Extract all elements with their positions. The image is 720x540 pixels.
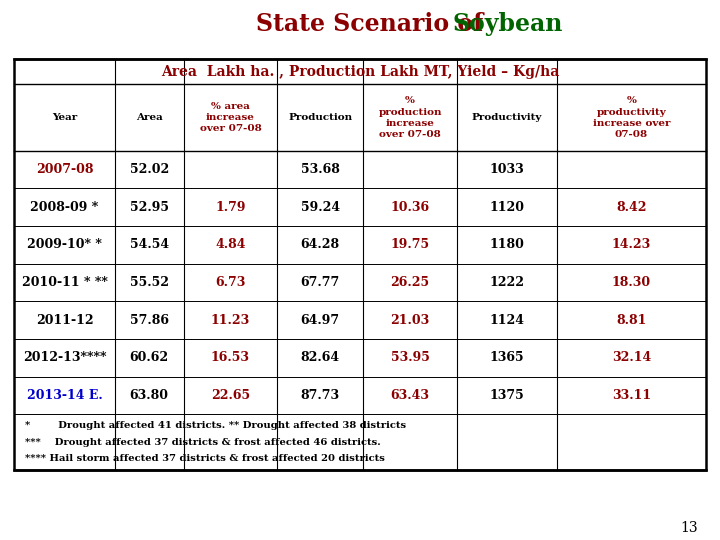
- Text: 13: 13: [681, 521, 698, 535]
- Text: 53.68: 53.68: [301, 163, 340, 176]
- Text: 10.36: 10.36: [390, 201, 430, 214]
- Text: 1120: 1120: [490, 201, 524, 214]
- Text: 63.43: 63.43: [391, 389, 430, 402]
- Text: 2011-12: 2011-12: [36, 314, 94, 327]
- Text: 1365: 1365: [490, 352, 524, 365]
- Text: 6.73: 6.73: [215, 276, 246, 289]
- Text: %
productivity
increase over
07-08: % productivity increase over 07-08: [593, 97, 670, 139]
- Text: 2012-13****: 2012-13****: [23, 352, 107, 365]
- Text: 2013-14 E.: 2013-14 E.: [27, 389, 102, 402]
- Text: *        Drought affected 41 districts. ** Drought affected 38 districts: * Drought affected 41 districts. ** Drou…: [25, 421, 406, 430]
- Text: 18.30: 18.30: [612, 276, 651, 289]
- Text: 64.28: 64.28: [301, 239, 340, 252]
- Text: Production: Production: [288, 113, 352, 122]
- Text: 14.23: 14.23: [612, 239, 651, 252]
- Text: % area
increase
over 07-08: % area increase over 07-08: [199, 102, 261, 133]
- Text: 33.11: 33.11: [612, 389, 651, 402]
- Text: Soybean: Soybean: [452, 12, 562, 36]
- Text: 67.77: 67.77: [301, 276, 340, 289]
- Text: 8.81: 8.81: [616, 314, 647, 327]
- Text: 1033: 1033: [490, 163, 524, 176]
- Text: 82.64: 82.64: [301, 352, 340, 365]
- Text: 4.84: 4.84: [215, 239, 246, 252]
- Text: 60.62: 60.62: [130, 352, 168, 365]
- Text: 2007-08: 2007-08: [36, 163, 94, 176]
- Text: 2009-10* *: 2009-10* *: [27, 239, 102, 252]
- Text: 2008-09 *: 2008-09 *: [30, 201, 99, 214]
- Text: %
production
increase
over 07-08: % production increase over 07-08: [379, 97, 442, 139]
- Text: 63.80: 63.80: [130, 389, 168, 402]
- Text: 53.95: 53.95: [391, 352, 430, 365]
- Text: 64.97: 64.97: [301, 314, 340, 327]
- Text: 87.73: 87.73: [301, 389, 340, 402]
- Text: 22.65: 22.65: [211, 389, 250, 402]
- Text: 57.86: 57.86: [130, 314, 168, 327]
- Text: 52.02: 52.02: [130, 163, 168, 176]
- Text: 21.03: 21.03: [390, 314, 430, 327]
- Text: 11.23: 11.23: [211, 314, 250, 327]
- Text: State Scenario of: State Scenario of: [256, 12, 500, 36]
- Text: 1.79: 1.79: [215, 201, 246, 214]
- Text: ***    Drought affected 37 districts & frost affected 46 districts.: *** Drought affected 37 districts & fros…: [25, 437, 381, 447]
- Text: Productivity: Productivity: [472, 113, 542, 122]
- Text: 1124: 1124: [490, 314, 524, 327]
- Text: 1180: 1180: [490, 239, 524, 252]
- Text: 52.95: 52.95: [130, 201, 168, 214]
- Text: 32.14: 32.14: [612, 352, 651, 365]
- Text: 19.75: 19.75: [390, 239, 430, 252]
- Text: 16.53: 16.53: [211, 352, 250, 365]
- Text: **** Hail storm affected 37 districts & frost affected 20 districts: **** Hail storm affected 37 districts & …: [25, 454, 385, 463]
- Text: 54.54: 54.54: [130, 239, 168, 252]
- Text: 26.25: 26.25: [390, 276, 430, 289]
- Text: Year: Year: [52, 113, 77, 122]
- Text: 2010-11 * **: 2010-11 * **: [22, 276, 107, 289]
- Text: 1375: 1375: [490, 389, 524, 402]
- Text: Area: Area: [136, 113, 163, 122]
- Text: 8.42: 8.42: [616, 201, 647, 214]
- Text: 55.52: 55.52: [130, 276, 168, 289]
- Text: 59.24: 59.24: [301, 201, 340, 214]
- Text: Area  Lakh ha. , Production Lakh MT, Yield – Kg/ha: Area Lakh ha. , Production Lakh MT, Yiel…: [161, 65, 559, 79]
- Text: 1222: 1222: [490, 276, 524, 289]
